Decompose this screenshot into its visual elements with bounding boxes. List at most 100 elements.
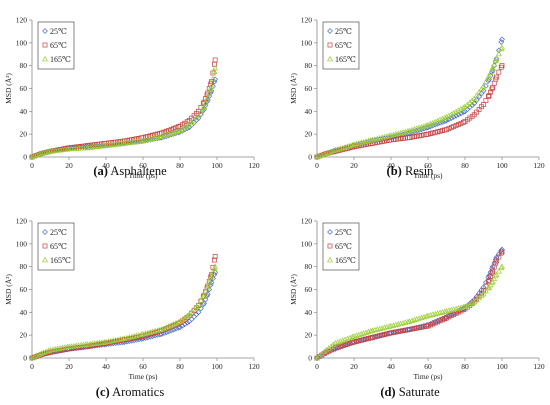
data-point [480, 87, 487, 94]
data-point [351, 333, 357, 339]
data-point [489, 67, 496, 74]
data-point [45, 347, 52, 354]
x-axis-title: Time (ps) [128, 372, 158, 381]
caption-letter: (b) [387, 164, 402, 178]
data-point [209, 75, 216, 82]
data-point [491, 275, 498, 282]
data-point [499, 246, 505, 253]
data-point [499, 63, 505, 69]
data-point [212, 257, 217, 263]
data-point [476, 107, 482, 112]
data-point [376, 332, 383, 339]
data-point [345, 341, 350, 347]
data-point [365, 328, 372, 335]
data-point [400, 327, 406, 334]
y-tick-label: 0 [23, 354, 27, 363]
data-point [476, 93, 482, 100]
data-point [323, 150, 330, 156]
data-point [446, 116, 452, 123]
data-point [425, 124, 431, 131]
data-point [382, 332, 387, 337]
caption-letter: (c) [96, 385, 110, 399]
data-point [48, 349, 53, 355]
x-tick-label: 40 [387, 362, 395, 371]
data-point [443, 113, 450, 120]
data-point [330, 346, 337, 353]
data-point [420, 123, 427, 129]
y-axis-title: MSD (Å²) [4, 73, 13, 104]
series-square [29, 57, 218, 160]
data-point [188, 308, 195, 315]
data-point [416, 133, 422, 139]
y-axis-title: MSD (Å²) [289, 274, 298, 305]
data-point [353, 332, 360, 338]
data-point [186, 311, 193, 317]
data-point [481, 102, 486, 107]
data-point [160, 325, 167, 331]
x-tick-label: 100 [496, 362, 508, 371]
data-point [33, 152, 40, 158]
data-point [462, 303, 468, 309]
legend-marker [327, 55, 333, 62]
data-point [179, 126, 186, 132]
data-point [360, 330, 367, 336]
data-point [344, 335, 351, 341]
data-point [457, 105, 464, 112]
data-point [411, 134, 417, 140]
data-point [346, 142, 353, 148]
data-point [480, 284, 487, 291]
data-point [367, 327, 374, 334]
data-point [488, 274, 493, 280]
y-tick-label: 120 [16, 217, 28, 226]
data-point [473, 293, 480, 300]
data-point [346, 334, 353, 341]
data-point [347, 340, 353, 347]
data-point [499, 36, 505, 43]
caption-name: Aromatics [112, 385, 164, 399]
data-point [377, 333, 383, 339]
data-point [420, 313, 427, 320]
data-point [408, 126, 415, 133]
data-point [469, 97, 476, 103]
data-point [444, 127, 449, 132]
data-point [453, 123, 459, 128]
data-point [395, 328, 402, 335]
data-point [339, 144, 346, 151]
data-point [411, 316, 418, 323]
data-point [43, 348, 50, 354]
data-point [453, 108, 460, 114]
data-point [451, 312, 457, 317]
y-tick-label: 40 [305, 107, 313, 116]
data-point [379, 332, 386, 338]
data-point [131, 136, 137, 142]
legend-marker [42, 256, 48, 263]
legend-label: 65℃ [50, 41, 67, 50]
data-point [469, 299, 476, 306]
x-axis-title: Time (ps) [413, 171, 443, 180]
data-point [140, 135, 146, 140]
data-point [38, 350, 45, 356]
data-point [435, 319, 441, 325]
y-tick-label: 60 [305, 285, 313, 294]
x-tick-label: 100 [211, 161, 223, 170]
y-tick-label: 100 [16, 239, 28, 248]
data-point [446, 314, 452, 320]
data-point [36, 151, 43, 157]
legend-marker [42, 229, 48, 235]
legend-label: 25℃ [335, 228, 352, 237]
data-point [478, 292, 485, 299]
data-point [314, 154, 320, 160]
data-point [181, 314, 188, 321]
data-point [29, 354, 35, 361]
data-point [466, 301, 473, 307]
data-point [323, 346, 330, 353]
data-point [212, 76, 219, 83]
data-point [381, 331, 388, 338]
data-point [393, 329, 399, 335]
y-tick-label: 120 [16, 16, 28, 25]
data-point [195, 301, 202, 307]
data-point [496, 69, 502, 75]
panel-aromatics: 0 20 40 60 80 100 120 0 20 40 60 80 100 120 Time (ps) M… [4, 217, 260, 400]
data-point [332, 345, 339, 352]
